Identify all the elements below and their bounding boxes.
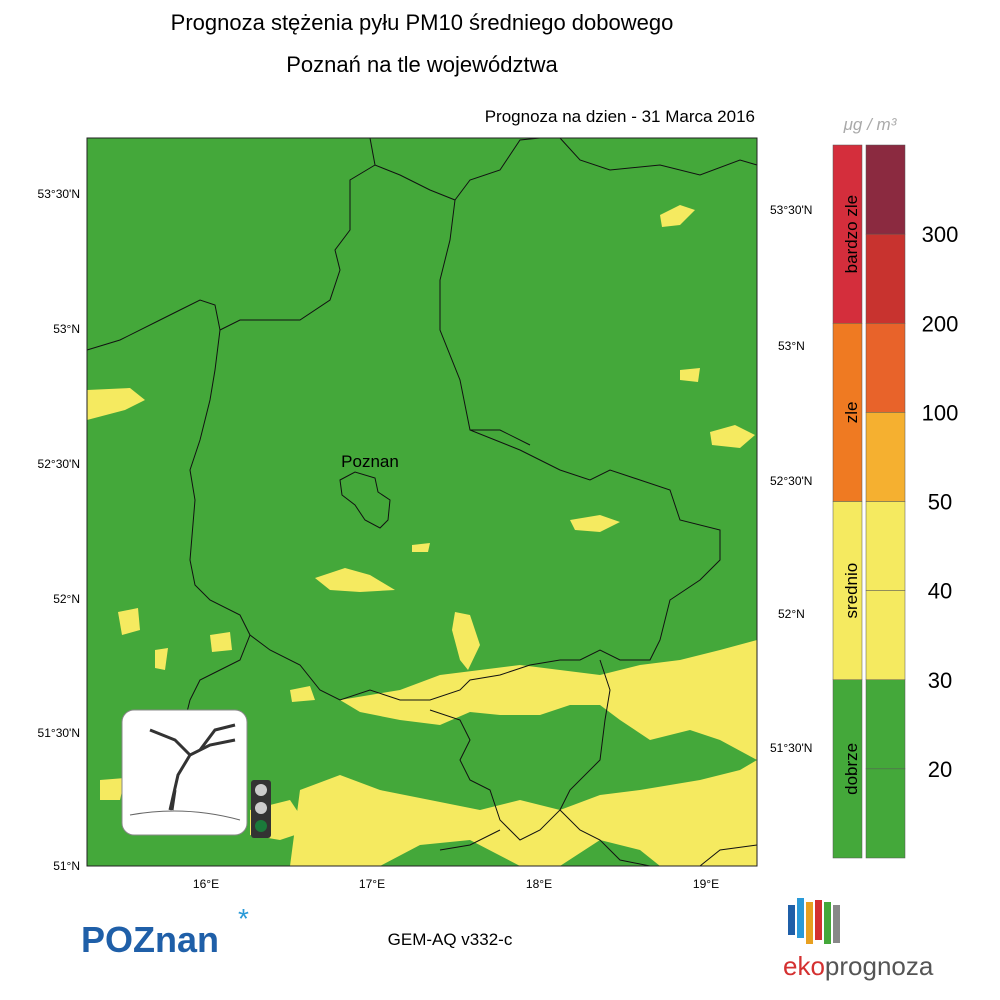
- title: Prognoza stężenia pyłu PM10 średniego do…: [171, 10, 674, 35]
- lat-label: 53°N: [53, 322, 80, 336]
- lat-label: 51°30'N: [38, 726, 80, 740]
- map: Poznan: [86, 137, 758, 867]
- logo-prognoza: prognoza: [825, 951, 934, 981]
- legend: bardzo zle zle srednio dobrze 300 200 100 50 40 3…: [832, 144, 959, 859]
- threshold-label: 300: [922, 222, 959, 247]
- threshold-label: 100: [922, 400, 959, 425]
- threshold-label: 20: [928, 757, 952, 782]
- logo-eko-icon: [788, 898, 840, 944]
- model-label: GEM-AQ v332-c: [388, 930, 513, 949]
- level-segment: [865, 412, 906, 502]
- level-segment: [865, 233, 906, 324]
- threshold-label: 30: [928, 668, 952, 693]
- logo-ekoprognoza: ekoprognoza: [783, 951, 934, 981]
- lat-label: 52°N: [778, 607, 805, 621]
- threshold-label: 50: [928, 490, 952, 515]
- lat-label: 51°30'N: [770, 741, 812, 755]
- category-label: dobrze: [842, 743, 861, 795]
- category-label: zle: [842, 402, 861, 424]
- latitude-labels-left: 53°30'N 53°N 52°30'N 52°N 51°30'N 51°N: [38, 187, 80, 873]
- threshold-label: 200: [922, 311, 959, 336]
- level-segment: [865, 144, 906, 235]
- category-segment: [832, 323, 863, 502]
- category-segment: [832, 501, 863, 680]
- logo-eko: eko: [783, 951, 825, 981]
- pollution-areas: [87, 205, 757, 866]
- city-label: Poznan: [341, 452, 399, 471]
- logo-star: *: [238, 903, 249, 934]
- lon-label: 18°E: [526, 877, 552, 891]
- lat-label: 52°N: [53, 592, 80, 606]
- wind-icon: [121, 709, 271, 838]
- borders: [86, 137, 758, 867]
- logo-poznan: POZnan: [81, 919, 219, 960]
- forecast-date: Prognoza na dzien - 31 Marca 2016: [485, 107, 755, 126]
- category-label: bardzo zle: [842, 195, 861, 273]
- level-segment: [865, 590, 906, 680]
- category-segment: [832, 679, 863, 859]
- lat-label: 53°30'N: [770, 203, 812, 217]
- lon-label: 16°E: [193, 877, 219, 891]
- latitude-labels-right: 53°30'N 53°N 52°30'N 52°N 51°30'N: [770, 203, 812, 755]
- unit: μg / m³: [843, 115, 898, 134]
- threshold-label: 40: [928, 579, 952, 604]
- category-label: srednio: [842, 563, 861, 619]
- lat-label: 53°N: [778, 339, 805, 353]
- level-segment: [865, 679, 906, 770]
- longitude-labels: 16°E 17°E 18°E 19°E: [193, 877, 719, 891]
- level-segment: [865, 768, 906, 859]
- lon-label: 19°E: [693, 877, 719, 891]
- lat-label: 52°30'N: [770, 474, 812, 488]
- lat-label: 52°30'N: [38, 457, 80, 471]
- lon-label: 17°E: [359, 877, 385, 891]
- lat-label: 51°N: [53, 859, 80, 873]
- lat-label: 53°30'N: [38, 187, 80, 201]
- level-segment: [865, 323, 906, 413]
- level-segment: [865, 501, 906, 591]
- subtitle: Poznań na tle województwa: [286, 52, 558, 77]
- category-segment: [832, 144, 863, 324]
- map-frame: [86, 137, 758, 867]
